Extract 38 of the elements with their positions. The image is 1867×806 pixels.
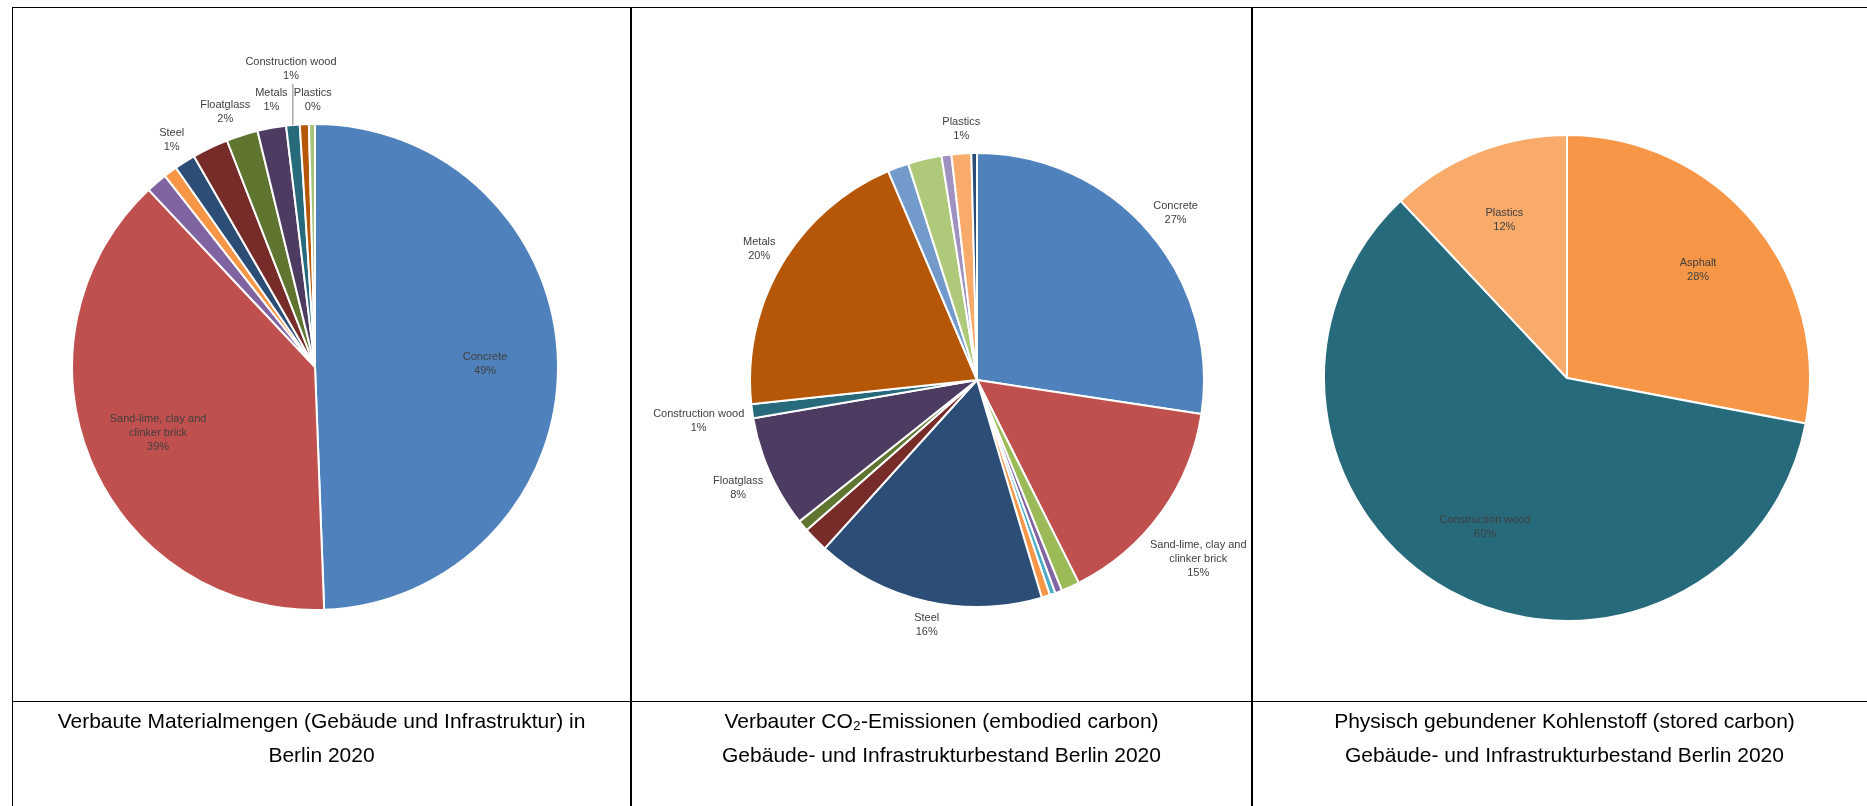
slice-label: Metals xyxy=(743,234,776,247)
text: Verbauter CO₂-Emissionen (embodied carbon) xyxy=(723,708,1160,734)
slice-label: Construction wood xyxy=(653,406,745,419)
slice-label: Construction wood xyxy=(245,54,337,67)
slice-label: Steel xyxy=(159,125,185,138)
slice-label: Plastics xyxy=(1485,205,1524,218)
slice-label: Asphalt xyxy=(1679,255,1717,268)
text: Physisch gebundener Kohlenstoff (stored carbon) xyxy=(1333,708,1796,734)
slice-label: Construction wood xyxy=(1439,513,1531,526)
data-label: 1% xyxy=(283,68,300,81)
slice-label: Plastics xyxy=(942,115,981,128)
data-label: 1% xyxy=(163,139,180,152)
data-label: 49% xyxy=(474,363,497,376)
data-label: 8% xyxy=(730,487,747,500)
data-label: 28% xyxy=(1687,269,1710,282)
data-label: 2% xyxy=(217,111,234,124)
data-label: 0% xyxy=(304,99,321,112)
slice-label: Metals xyxy=(255,85,289,98)
slice-label: Sand-lime, clay and clinker brick xyxy=(1149,537,1247,564)
slice-label: Floatglass xyxy=(200,97,251,110)
slice-label: Concrete xyxy=(462,349,508,362)
text: Gebäude- und Infrastrukturbestand Berlin 2020 xyxy=(1344,742,1785,768)
data-label: 27% xyxy=(1164,213,1187,226)
data-label: 1% xyxy=(953,129,970,142)
slice-label: Floatglass xyxy=(713,473,764,486)
data-label: 39% xyxy=(147,439,170,452)
data-label: 20% xyxy=(748,248,771,261)
slice-label: Steel xyxy=(914,611,940,624)
slice-label: Concrete xyxy=(1153,199,1198,212)
data-label: 12% xyxy=(1493,219,1516,232)
data-label: 1% xyxy=(690,420,707,433)
text: Verbaute Materialmengen (Gebäude und Infrastruktur) in Berlin 2020 xyxy=(56,708,587,768)
text: Gebäude- und Infrastrukturbestand Berlin 2020 xyxy=(721,742,1162,768)
data-label: 1% xyxy=(263,99,280,112)
slice-label: Sand-lime, clay and clinker brick xyxy=(109,411,207,438)
data-label: 16% xyxy=(915,625,938,638)
slice-label: Plastics xyxy=(293,85,333,98)
data-label: 15% xyxy=(1187,565,1210,578)
